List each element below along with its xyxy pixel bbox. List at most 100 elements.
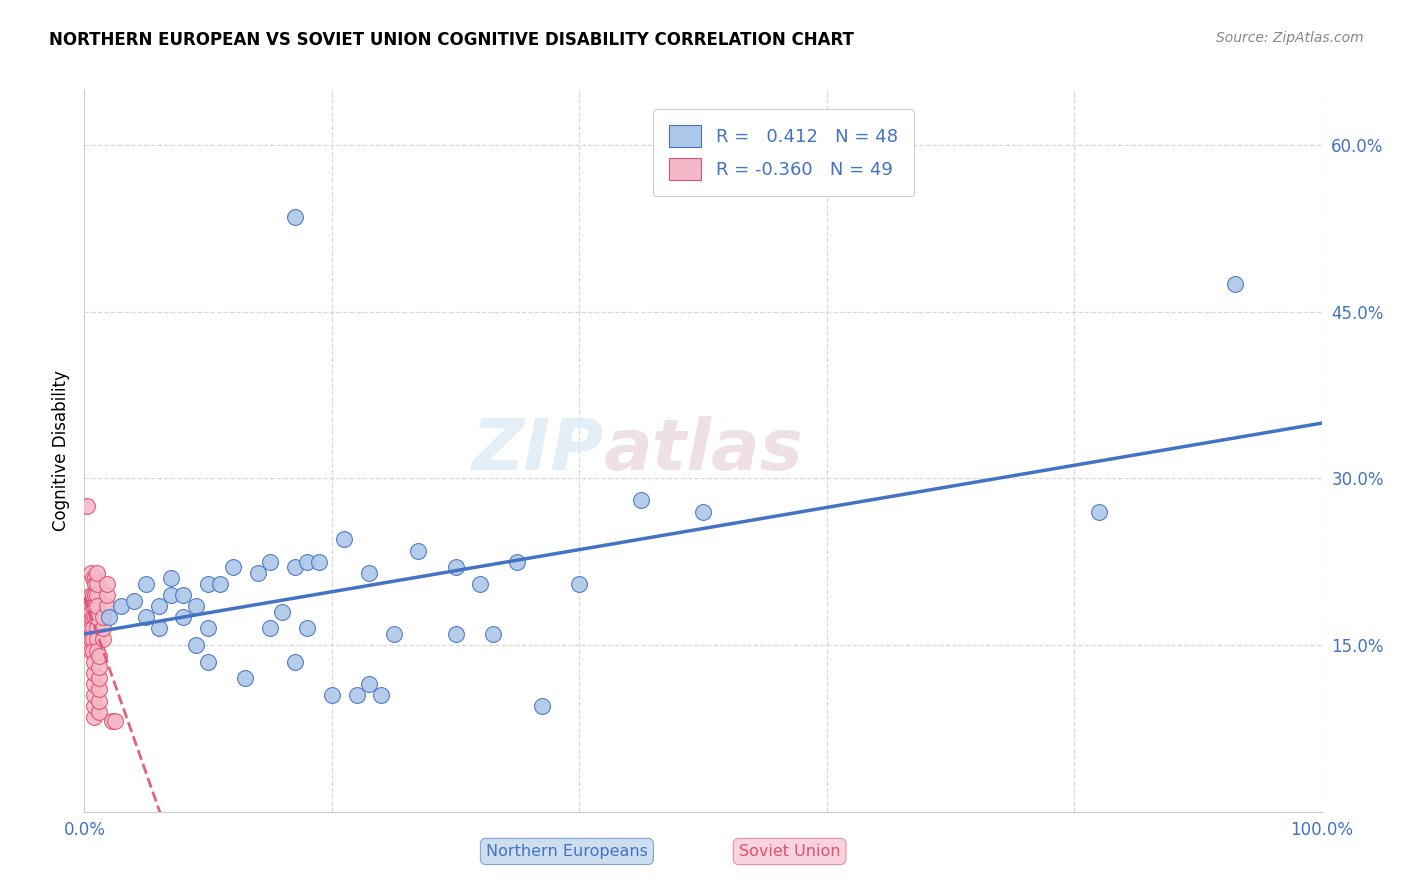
Point — [222, 560, 245, 574]
Point — [84, 588, 107, 602]
Point — [82, 643, 104, 657]
Point — [86, 643, 108, 657]
Point — [96, 588, 118, 602]
Point — [86, 566, 108, 580]
Point — [470, 577, 492, 591]
Point — [83, 699, 105, 714]
Point — [148, 621, 170, 635]
Point — [83, 665, 105, 680]
Point — [295, 621, 318, 635]
Point — [184, 638, 207, 652]
Point — [86, 610, 108, 624]
Y-axis label: Cognitive Disability: Cognitive Disability — [52, 370, 70, 531]
Point — [172, 588, 194, 602]
Point — [89, 705, 111, 719]
Point — [91, 621, 114, 635]
Point — [82, 632, 104, 647]
Legend: R =   0.412   N = 48, R = -0.360   N = 49: R = 0.412 N = 48, R = -0.360 N = 49 — [652, 109, 914, 196]
Point — [408, 543, 430, 558]
Point — [1223, 277, 1246, 291]
Point — [172, 610, 194, 624]
Point — [160, 571, 183, 585]
Point — [321, 688, 343, 702]
Point — [184, 599, 207, 613]
Point — [370, 688, 392, 702]
Point — [91, 610, 114, 624]
Point — [568, 577, 591, 591]
Point — [104, 714, 127, 728]
Point — [82, 588, 104, 602]
Point — [197, 621, 219, 635]
Point — [86, 621, 108, 635]
Point — [79, 588, 101, 602]
Point — [308, 555, 330, 569]
Point — [259, 621, 281, 635]
Point — [357, 677, 380, 691]
Text: NORTHERN EUROPEAN VS SOVIET UNION COGNITIVE DISABILITY CORRELATION CHART: NORTHERN EUROPEAN VS SOVIET UNION COGNIT… — [49, 31, 853, 49]
Point — [271, 605, 294, 619]
Point — [79, 566, 101, 580]
Point — [692, 505, 714, 519]
Point — [160, 588, 183, 602]
Text: atlas: atlas — [605, 416, 804, 485]
Point — [100, 714, 122, 728]
Point — [84, 599, 107, 613]
Point — [346, 688, 368, 702]
Point — [98, 610, 121, 624]
Point — [82, 599, 104, 613]
Point — [83, 710, 105, 724]
Point — [86, 577, 108, 591]
Point — [84, 571, 107, 585]
Point — [382, 627, 405, 641]
Point — [481, 627, 503, 641]
Point — [89, 693, 111, 707]
Text: Northern Europeans: Northern Europeans — [486, 844, 648, 859]
Point — [284, 655, 307, 669]
Point — [86, 599, 108, 613]
Point — [82, 571, 104, 585]
Point — [1088, 505, 1111, 519]
Point — [91, 632, 114, 647]
Point — [197, 577, 219, 591]
Point — [79, 610, 101, 624]
Point — [444, 627, 467, 641]
Point — [84, 610, 107, 624]
Point — [246, 566, 269, 580]
Point — [82, 621, 104, 635]
Point — [531, 699, 554, 714]
Text: Source: ZipAtlas.com: Source: ZipAtlas.com — [1216, 31, 1364, 45]
Text: ZIP: ZIP — [472, 416, 605, 485]
Point — [83, 677, 105, 691]
Point — [79, 643, 101, 657]
Point — [630, 493, 652, 508]
Point — [506, 555, 529, 569]
Text: Soviet Union: Soviet Union — [740, 844, 841, 859]
Point — [197, 655, 219, 669]
Point — [135, 610, 157, 624]
Point — [333, 533, 356, 547]
Point — [233, 671, 256, 685]
Point — [83, 688, 105, 702]
Point — [209, 577, 232, 591]
Point — [79, 599, 101, 613]
Point — [135, 577, 157, 591]
Point — [148, 599, 170, 613]
Point — [79, 605, 101, 619]
Point — [259, 555, 281, 569]
Point — [89, 671, 111, 685]
Point — [84, 577, 107, 591]
Point — [79, 632, 101, 647]
Point — [357, 566, 380, 580]
Point — [122, 593, 145, 607]
Point — [96, 577, 118, 591]
Point — [284, 560, 307, 574]
Point — [89, 660, 111, 674]
Point — [86, 632, 108, 647]
Point — [96, 599, 118, 613]
Point — [79, 621, 101, 635]
Point — [82, 610, 104, 624]
Point — [83, 655, 105, 669]
Point — [444, 560, 467, 574]
Point — [89, 649, 111, 664]
Point — [76, 499, 98, 513]
